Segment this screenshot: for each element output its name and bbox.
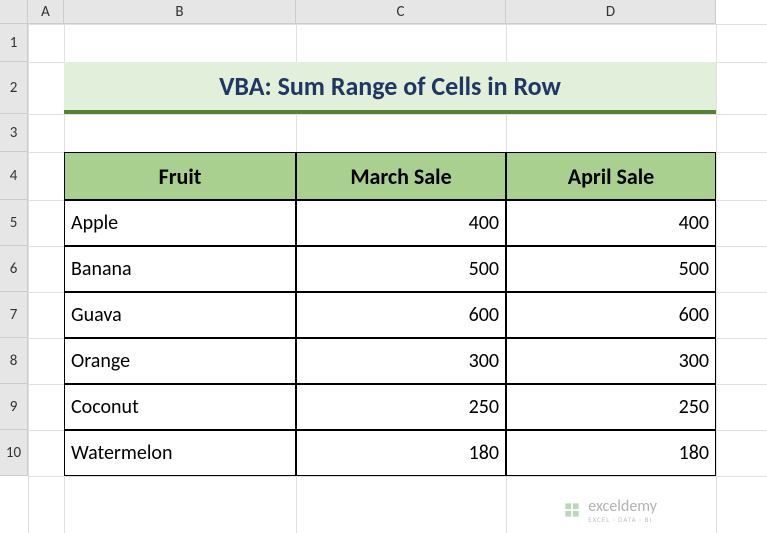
table-cell[interactable]: 250	[506, 384, 716, 430]
table-cell[interactable]: Watermelon	[64, 430, 296, 476]
row-header-2[interactable]: 2	[0, 62, 28, 114]
row-header-4[interactable]: 4	[0, 152, 28, 200]
row-header-10[interactable]: 10	[0, 430, 28, 476]
row-header-5[interactable]: 5	[0, 200, 28, 246]
column-header-C[interactable]: C	[296, 0, 506, 24]
table-cell[interactable]: 300	[506, 338, 716, 384]
table-cell[interactable]: Guava	[64, 292, 296, 338]
watermark-sub: EXCEL · DATA · BI	[588, 516, 657, 523]
row-header-6[interactable]: 6	[0, 246, 28, 292]
table-header[interactable]: March Sale	[296, 152, 506, 200]
logo-icon	[562, 500, 582, 520]
grid-area[interactable]: VBA: Sum Range of Cells in Row FruitMarch…	[28, 24, 767, 533]
row-header-3[interactable]: 3	[0, 114, 28, 152]
table-cell[interactable]: Orange	[64, 338, 296, 384]
watermark-text: exceldemy	[588, 497, 657, 516]
table-cell[interactable]: 600	[296, 292, 506, 338]
table-cell[interactable]: 250	[296, 384, 506, 430]
table-cell[interactable]: 500	[296, 246, 506, 292]
table-header[interactable]: April Sale	[506, 152, 716, 200]
table-cell[interactable]: Apple	[64, 200, 296, 246]
table-cell[interactable]: Banana	[64, 246, 296, 292]
row-header-9[interactable]: 9	[0, 384, 28, 430]
table-cell[interactable]: 400	[506, 200, 716, 246]
table-header[interactable]: Fruit	[64, 152, 296, 200]
table-cell[interactable]: Coconut	[64, 384, 296, 430]
select-all-corner[interactable]	[0, 0, 28, 24]
row-header-8[interactable]: 8	[0, 338, 28, 384]
page-title[interactable]: VBA: Sum Range of Cells in Row	[64, 62, 716, 114]
table-cell[interactable]: 600	[506, 292, 716, 338]
column-header-D[interactable]: D	[506, 0, 716, 24]
watermark: exceldemy EXCEL · DATA · BI	[562, 497, 657, 523]
row-header-1[interactable]: 1	[0, 24, 28, 62]
table-cell[interactable]: 400	[296, 200, 506, 246]
column-header-B[interactable]: B	[64, 0, 296, 24]
table-cell[interactable]: 180	[506, 430, 716, 476]
table-cell[interactable]: 300	[296, 338, 506, 384]
row-header-7[interactable]: 7	[0, 292, 28, 338]
column-header-A[interactable]: A	[28, 0, 64, 24]
spreadsheet: ABCD 12345678910 VBA: Sum Range of Cells…	[0, 0, 767, 533]
table-cell[interactable]: 180	[296, 430, 506, 476]
table-cell[interactable]: 500	[506, 246, 716, 292]
